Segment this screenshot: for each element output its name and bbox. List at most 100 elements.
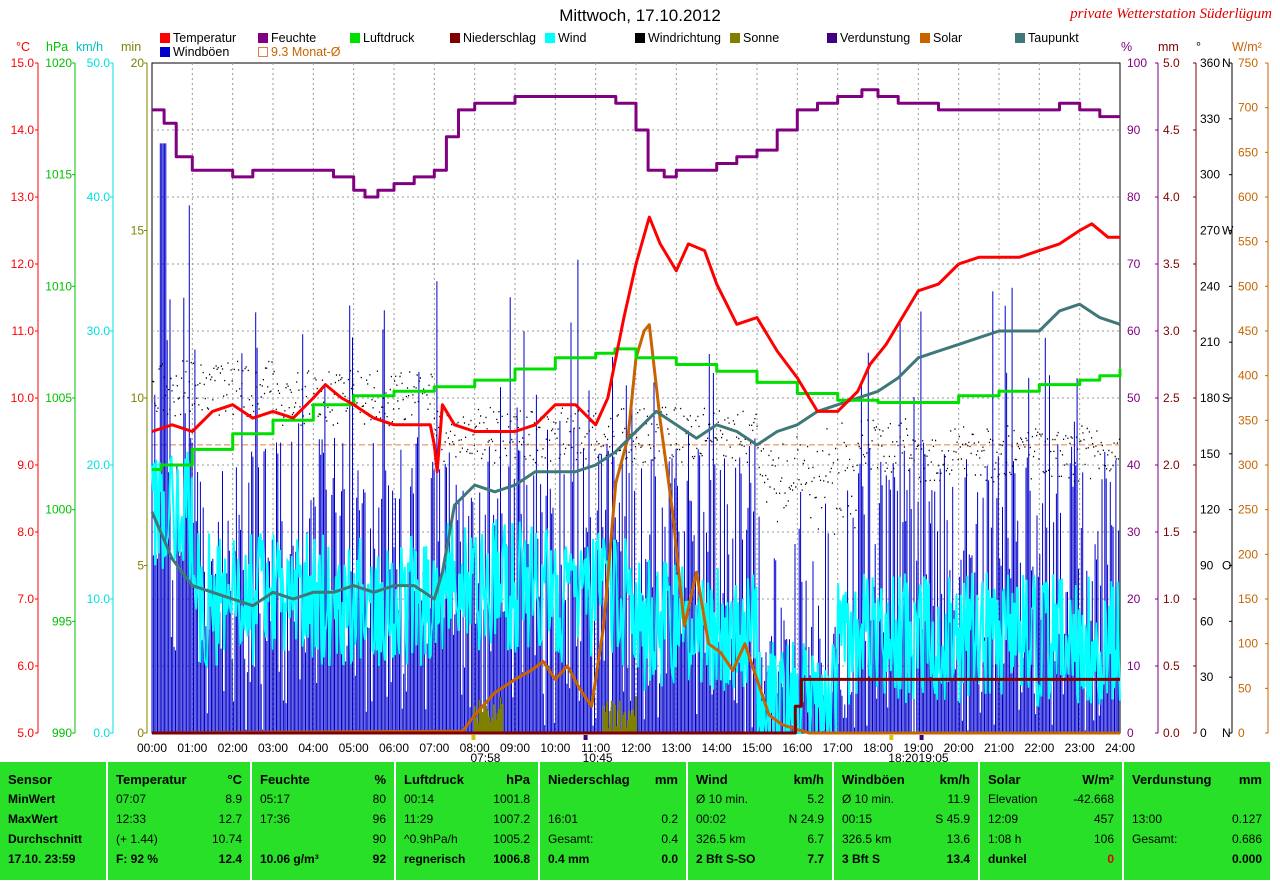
rain-tick-label: 3.0: [1163, 324, 1180, 338]
sun-tick-label: 20: [131, 56, 145, 70]
hum-tick-label: 50: [1127, 391, 1141, 405]
wind-row-value: N 24.9: [788, 812, 824, 826]
rain-row-label: 16:01: [548, 812, 579, 826]
evap-row-value: 0.127: [1231, 812, 1262, 826]
gust-row-label: Ø 10 min.: [842, 792, 895, 806]
col-rain: Niederschlag mm 16:01 0.2 Gesamt: 0.4 0.4 mm 0.…: [540, 762, 688, 880]
col-humidity: Feuchte% 05:17 80 17:36 96 90 10.06 g/m³ 92: [252, 762, 396, 880]
solar-tick-label: 700: [1238, 101, 1258, 115]
temperature-line: [151, 215, 1120, 474]
dir-tick-label: 360: [1200, 56, 1220, 70]
x-tick-label: 05:00: [339, 741, 369, 755]
temp-header: Temperatur: [116, 772, 187, 787]
col-temperature: Temperatur °C 07:07 8.9 12:33 12.7 (+ 1.44) 10.…: [108, 762, 252, 880]
solar-tick-label: 50: [1238, 681, 1252, 695]
rain-tick-label: 2.5: [1163, 391, 1180, 405]
legend-swatch: [160, 47, 170, 57]
evap-row-value: 0.686: [1231, 832, 1262, 846]
temp-tick-label: 15.0: [11, 56, 35, 70]
rain-row-value: 0.0: [661, 852, 678, 866]
col-solar: Solar W/m² Elevation -42.668 12:09 457 1:08 h 1…: [980, 762, 1124, 880]
hum-tick-label: 30: [1127, 525, 1141, 539]
hum-unit-label: %: [374, 772, 386, 787]
time-marker-label: 07:58: [470, 751, 500, 762]
station-brand: private Wetterstation Süderlügum: [1070, 6, 1272, 22]
temp-tick-label: 5.0: [17, 726, 34, 740]
hum-row-label: 10.06 g/m³: [260, 852, 319, 866]
dir-tick-label: 90: [1200, 559, 1214, 573]
x-tick-label: 17:00: [823, 741, 853, 755]
label-min: MinWert: [8, 792, 56, 806]
solar-tick-label: 300: [1238, 458, 1258, 472]
legend-swatch: [730, 33, 740, 43]
gust-row-value: 13.6: [946, 832, 970, 846]
hum-row-value: 80: [372, 792, 386, 806]
evap-row-value: 0.000: [1231, 852, 1262, 866]
compass-label: O: [1222, 559, 1231, 573]
press-tick-label: 1005: [45, 391, 72, 405]
dewpoint-line: [150, 302, 1121, 608]
legend-label: Temperatur: [173, 31, 237, 45]
hum-unit: %: [1121, 40, 1133, 54]
solar-row-value: 106: [1093, 832, 1114, 846]
x-tick-label: 24:00: [1105, 741, 1135, 755]
legend-label: Niederschlag: [463, 31, 536, 45]
legend-item: Sonne: [730, 31, 779, 45]
legend-label: Solar: [933, 31, 963, 45]
press-unit-label: hPa: [506, 772, 530, 787]
x-tick-label: 23:00: [1065, 741, 1095, 755]
x-tick-label: 19:00: [903, 741, 933, 755]
time-marker-label: 19:05: [919, 751, 949, 762]
temp-tick-label: 10.0: [11, 391, 35, 405]
time-marker: [471, 735, 476, 740]
time-marker-label: 10:45: [583, 751, 613, 762]
wind-tick-label: 20.0: [87, 458, 111, 472]
legend-swatch: [450, 33, 460, 43]
gust-row-label: 3 Bft S: [842, 852, 881, 866]
dir-tick-label: 210: [1200, 335, 1220, 349]
press-row-value: 1007.2: [493, 812, 530, 826]
hum-tick-label: 60: [1127, 324, 1141, 338]
wind-tick-label: 30.0: [87, 324, 111, 338]
legend-swatch: [635, 33, 645, 43]
col-gust: Windböen km/h Ø 10 min. 11.9 00:15 S 45.9 326.…: [834, 762, 980, 880]
legend-label: 9.3 Monat-Ø: [271, 45, 341, 59]
rain-tick-label: 4.5: [1163, 123, 1180, 137]
humidity-line: [152, 88, 1120, 199]
legend-item: Temperatur: [160, 31, 236, 45]
legend-item: Niederschlag: [450, 31, 536, 45]
wind-tick-label: 40.0: [87, 190, 111, 204]
legend-label: Windböen: [173, 45, 230, 59]
x-tick-label: 22:00: [1024, 741, 1054, 755]
x-tick-label: 08:00: [460, 741, 490, 755]
press-row-value: 1006.8: [493, 852, 530, 866]
temp-tick-label: 12.0: [11, 257, 35, 271]
solar-row-label: Elevation: [988, 792, 1038, 806]
x-tick-label: 14:00: [702, 741, 732, 755]
temp-tick-label: 7.0: [17, 592, 34, 606]
gust-row-value: 13.4: [946, 852, 970, 866]
dir-tick-label: 300: [1200, 168, 1220, 182]
rain-unit: mm: [1158, 40, 1179, 54]
chart-title: Mittwoch, 17.10.2012: [559, 6, 721, 25]
legend-label: Luftdruck: [363, 31, 415, 45]
col-pressure: Luftdruck hPa 00:14 1001.8 11:29 1007.2 ^0.9hP…: [396, 762, 540, 880]
press-row-value: 1005.2: [493, 832, 530, 846]
temp-tick-label: 13.0: [11, 190, 35, 204]
solar-tick-label: 600: [1238, 190, 1258, 204]
temp-row-value: 8.9: [225, 792, 242, 806]
sun-tick-label: 15: [131, 224, 145, 238]
rain-unit-label: mm: [654, 772, 678, 787]
hum-tick-label: 0: [1127, 726, 1134, 740]
wind-row-value: 5.2: [807, 792, 824, 806]
time-marker: [919, 735, 924, 740]
dir-tick-label: 120: [1200, 503, 1220, 517]
temp-unit-label: °C: [227, 772, 242, 787]
evap-header: Verdunstung: [1132, 772, 1212, 787]
rain-tick-label: 0.0: [1163, 726, 1180, 740]
wind-line: [151, 451, 1121, 734]
press-tick-label: 1010: [45, 279, 72, 293]
x-tick-label: 04:00: [298, 741, 328, 755]
temp-tick-label: 6.0: [17, 659, 34, 673]
rain-tick-label: 3.5: [1163, 257, 1180, 271]
